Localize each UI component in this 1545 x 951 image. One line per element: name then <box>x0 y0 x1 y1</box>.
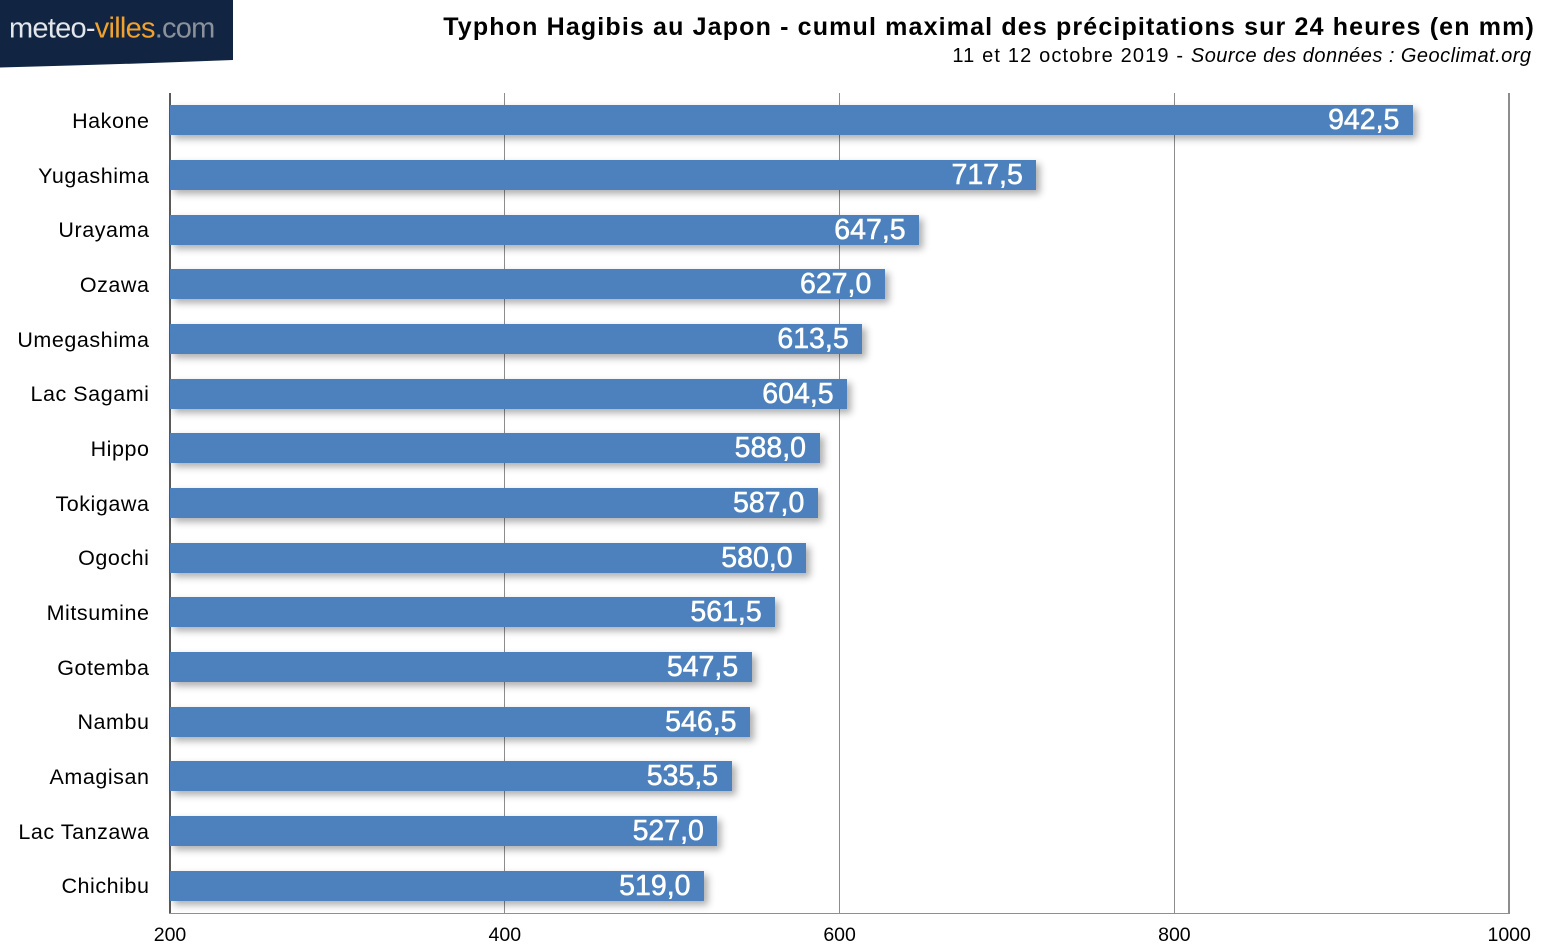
svg-text:meteo-villes.com: meteo-villes.com <box>9 13 215 45</box>
